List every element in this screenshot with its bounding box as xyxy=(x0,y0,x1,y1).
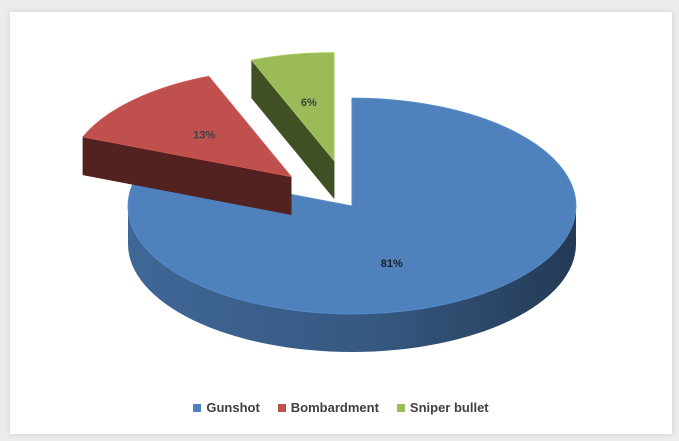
legend-label-sniper-bullet: Sniper bullet xyxy=(409,400,489,415)
pie-slice-top-gunshot xyxy=(127,97,577,315)
legend-swatch-gunshot xyxy=(193,403,202,412)
legend-item-gunshot: Gunshot xyxy=(193,400,260,415)
data-label-gunshot: 81% xyxy=(381,258,403,270)
data-label-bombardment: 13% xyxy=(193,130,215,142)
pie-slice-bombardment xyxy=(82,75,293,216)
legend-swatch-bombardment xyxy=(277,403,286,412)
pie-slice-top-sniper-bullet xyxy=(250,52,335,162)
pie-slice-wall-gunshot xyxy=(128,206,576,352)
chart-area: 81% 13% 6% Gunshot Bombardment Sniper bull… xyxy=(10,12,672,434)
legend-label-gunshot: Gunshot xyxy=(206,400,260,415)
legend-swatch-sniper-bullet xyxy=(396,403,405,412)
legend-label-bombardment: Bombardment xyxy=(290,400,379,415)
pie-slice-top-bombardment xyxy=(82,75,293,178)
pie-slice-sniper-bullet xyxy=(250,52,335,200)
legend: Gunshot Bombardment Sniper bullet xyxy=(10,400,672,415)
legend-item-sniper-bullet: Sniper bullet xyxy=(396,400,489,415)
legend-item-bombardment: Bombardment xyxy=(277,400,379,415)
data-label-sniper-bullet: 6% xyxy=(301,97,317,109)
pie-chart: 81% 13% 6% xyxy=(82,52,577,352)
